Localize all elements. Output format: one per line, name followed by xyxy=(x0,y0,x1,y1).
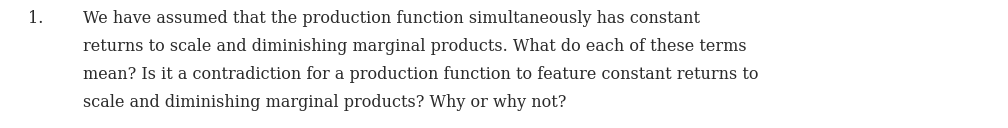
Text: We have assumed that the production function simultaneously has constant: We have assumed that the production func… xyxy=(83,10,700,27)
Text: scale and diminishing marginal products? Why or why not?: scale and diminishing marginal products?… xyxy=(83,94,566,111)
Text: mean? Is it a contradiction for a production function to feature constant return: mean? Is it a contradiction for a produc… xyxy=(83,66,758,83)
Text: 1.: 1. xyxy=(28,10,43,27)
Text: returns to scale and diminishing marginal products. What do each of these terms: returns to scale and diminishing margina… xyxy=(83,38,746,55)
